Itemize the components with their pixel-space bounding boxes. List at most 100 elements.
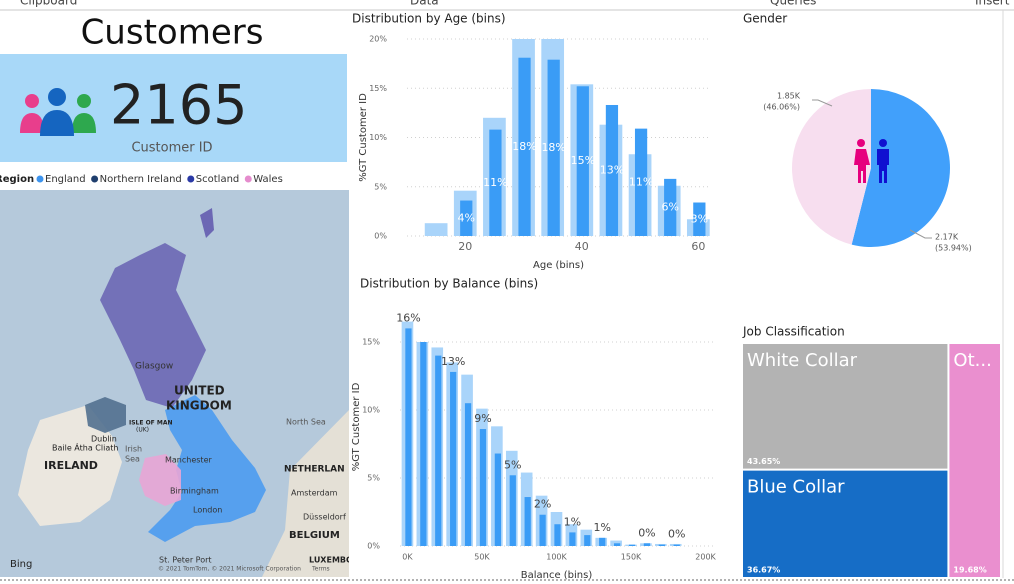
data-label: (53.94%) [935, 244, 972, 253]
ribbon-label: Queries [770, 0, 816, 8]
y-tick-label: 20% [369, 35, 387, 44]
bar [576, 86, 589, 236]
bar [464, 403, 472, 546]
map-label: KINGDOM [166, 399, 232, 413]
bar [539, 514, 546, 546]
x-tick-label: 50K [474, 553, 490, 562]
treemap-label: White Collar [747, 350, 858, 371]
data-label: 11% [629, 175, 653, 188]
y-axis-title: %GT Customer ID [351, 382, 362, 471]
icon [854, 149, 870, 183]
treemap-cell [949, 344, 1000, 577]
bar [489, 129, 502, 236]
data-label: 1% [593, 521, 610, 534]
chart-title: Distribution by Age (bins) [352, 12, 506, 26]
legend-title: Region [0, 174, 34, 185]
data-label: 4% [458, 211, 475, 224]
icon [857, 139, 865, 147]
map-label: St. Peter Port [159, 556, 212, 565]
map-label: Glasgow [135, 362, 173, 372]
bar [547, 59, 560, 237]
x-tick-label: 150K [621, 553, 642, 562]
bar [643, 543, 651, 546]
data-label: 3% [691, 212, 708, 225]
map-label: Dublin [91, 435, 117, 444]
bar [405, 328, 412, 546]
bar [424, 223, 448, 236]
region-shape [85, 397, 126, 433]
legend-label: Scotland [196, 174, 239, 185]
treemap-cell [743, 344, 948, 469]
map-label: Baile Átha Cliath [52, 442, 118, 453]
legend-swatch [187, 175, 195, 183]
map-label: Manchester [165, 456, 212, 465]
y-tick-label: 15% [362, 338, 380, 347]
card-label: Customer ID [131, 141, 212, 156]
card-value: 2165 [110, 74, 247, 137]
map-label: Düsseldorf [303, 513, 346, 522]
map-label: North Sea [286, 418, 326, 427]
bar [524, 497, 531, 546]
y-tick-label: 10% [369, 133, 387, 142]
x-axis-title: Age (bins) [533, 260, 584, 271]
bar [613, 543, 621, 546]
data-label: 6% [661, 200, 678, 213]
x-tick-label: 0K [402, 553, 413, 562]
legend-label: Northern Ireland [100, 174, 182, 185]
region-shape [148, 395, 266, 542]
data-label: 18% [512, 140, 536, 153]
card-title: Customers [81, 13, 264, 53]
bar [634, 128, 648, 236]
map-label: (UK) [136, 427, 149, 434]
treemap-label: Ot... [953, 350, 991, 371]
map-label: LUXEMBO [309, 556, 353, 565]
bar [584, 535, 591, 546]
leader-line [909, 229, 932, 239]
map-label: ISLE OF MAN [129, 420, 173, 427]
data-label: 19.68% [953, 566, 986, 575]
data-label: 2% [534, 498, 551, 511]
bar [599, 537, 606, 546]
data-label: 2.17K [935, 233, 959, 242]
gender-icons [854, 139, 889, 183]
bar [693, 202, 706, 236]
data-label: 13% [441, 355, 465, 368]
map-label: Birmingham [170, 487, 219, 496]
data-label: 0% [668, 528, 685, 541]
bar [494, 453, 502, 546]
land [262, 410, 349, 577]
bar [628, 544, 636, 546]
map-label: Sea [125, 455, 140, 464]
map-label: Irish [125, 445, 142, 454]
data-label: 15% [571, 154, 595, 167]
y-tick-label: 15% [369, 84, 387, 93]
data-label: 9% [474, 412, 491, 425]
x-tick-label: 200K [695, 553, 716, 562]
data-label: 11% [483, 176, 507, 189]
y-tick-label: 10% [362, 406, 380, 415]
data-label: 43.65% [747, 457, 780, 466]
bar [450, 371, 457, 546]
card-panel [0, 54, 347, 162]
icon [879, 139, 887, 147]
map-label: Terms [311, 566, 330, 573]
x-axis-title: Balance (bins) [521, 570, 593, 581]
map-label: Amsterdam [291, 489, 338, 498]
icon [877, 149, 889, 183]
x-tick-label: 20 [458, 240, 472, 253]
map-label: © 2021 TomTom, © 2021 Microsoft Corporat… [158, 566, 301, 573]
y-tick-label: 0% [367, 542, 380, 551]
ribbon-label: Data [410, 0, 439, 8]
data-label: 16% [396, 311, 420, 324]
ribbon-label: Clipboard [20, 0, 77, 8]
data-label: 36.67% [747, 566, 780, 575]
pie-slice [791, 89, 871, 245]
pie-slice [851, 89, 950, 247]
legend-label: England [45, 174, 86, 185]
y-axis-title: %GT Customer ID [358, 93, 369, 182]
bar [435, 355, 442, 546]
bar [479, 429, 487, 546]
chart-title: Distribution by Balance (bins) [360, 277, 538, 291]
